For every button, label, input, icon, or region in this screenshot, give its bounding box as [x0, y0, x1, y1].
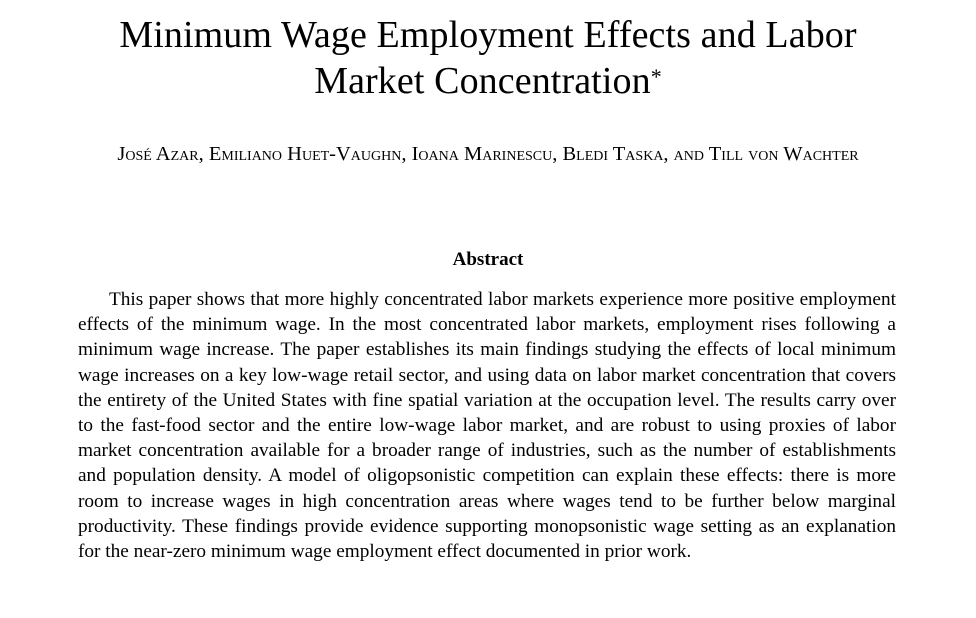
paper-title: Minimum Wage Employment Effects and Labo…: [0, 12, 976, 104]
author-list: José Azar, Emiliano Huet-Vaughn, Ioana M…: [117, 143, 859, 165]
title-line-1: Minimum Wage Employment Effects and Labo…: [119, 14, 857, 56]
title-line-2: Market Concentration: [314, 60, 651, 102]
abstract-text: This paper shows that more highly concen…: [78, 289, 896, 563]
abstract-heading: Abstract: [452, 249, 524, 270]
title-footnote-mark: *: [650, 64, 662, 89]
